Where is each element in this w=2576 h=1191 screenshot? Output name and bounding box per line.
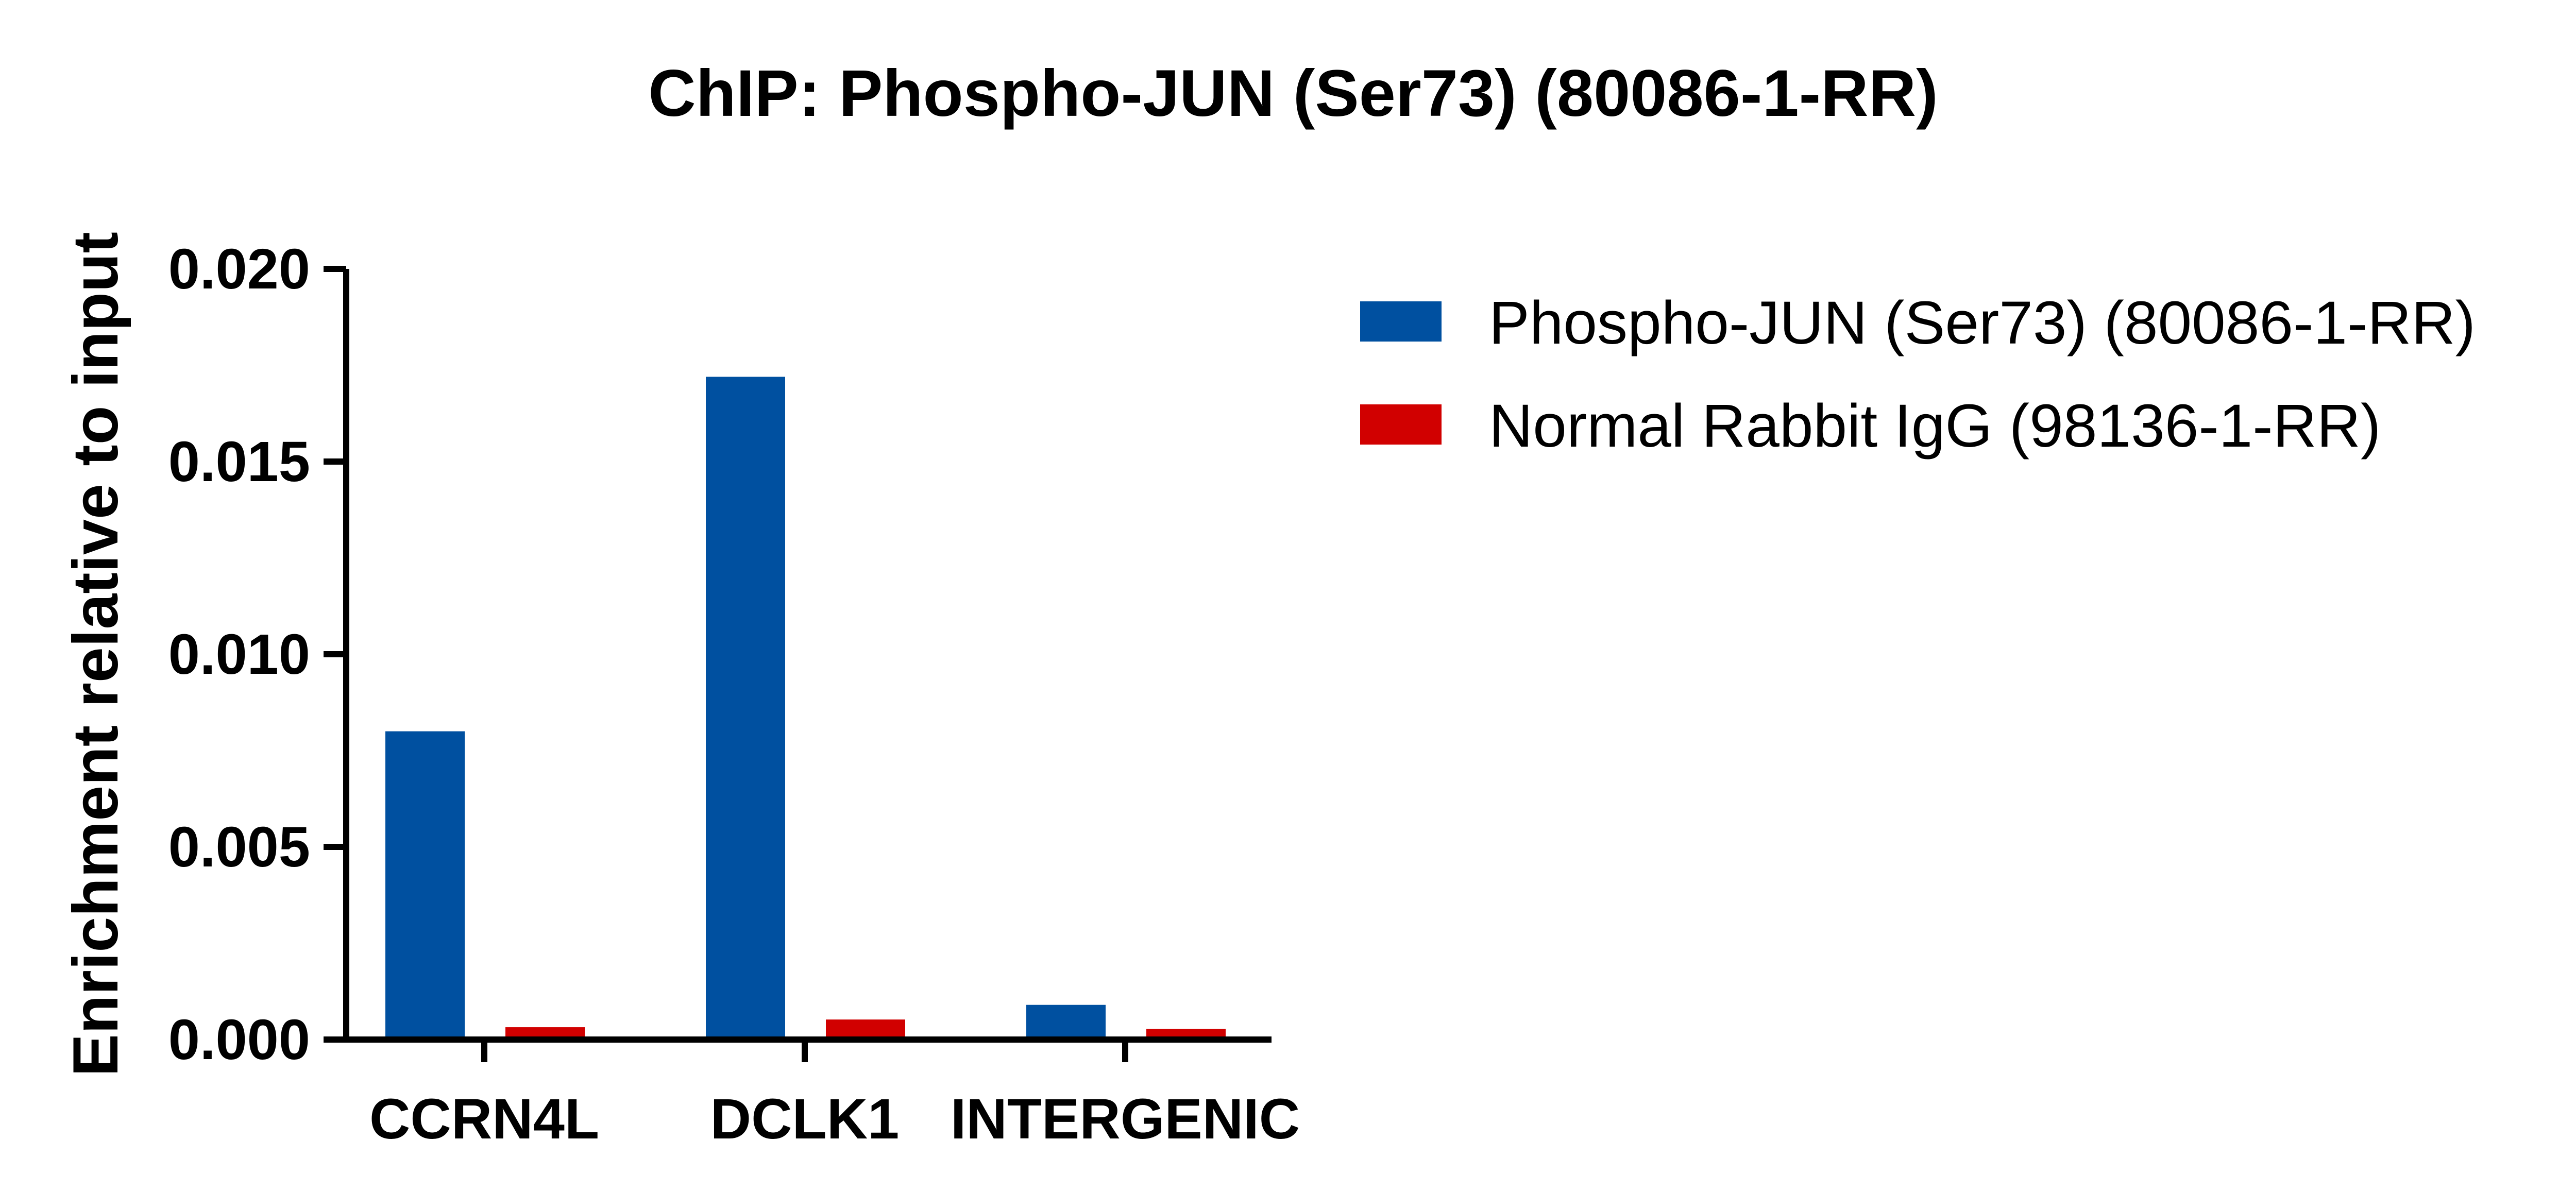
y-tick-label: 0.010 — [168, 623, 310, 686]
x-tick-label: DCLK1 — [710, 1087, 900, 1151]
y-tick-label: 0.000 — [168, 1008, 310, 1071]
bar — [385, 731, 465, 1036]
legend-label: Normal Rabbit IgG (98136-1-RR) — [1489, 392, 2381, 460]
bar — [706, 377, 785, 1037]
x-tick-label: CCRN4L — [369, 1087, 599, 1151]
legend-swatch — [1360, 404, 1442, 445]
legend: Phospho-JUN (Ser73) (80086-1-RR) Normal R… — [1360, 289, 2476, 460]
chart-title: ChIP: Phospho-JUN (Ser73) (80086-1-RR) — [648, 57, 1938, 130]
bar — [505, 1027, 585, 1036]
y-axis-label: Enrichment relative to input — [60, 232, 131, 1077]
legend-label: Phospho-JUN (Ser73) (80086-1-RR) — [1489, 289, 2476, 357]
axes: 0.000 0.005 0.010 0.015 0.020 CCRN4L DCLK1 INTE… — [168, 237, 1300, 1151]
y-tick-label: 0.020 — [168, 237, 310, 301]
bars — [385, 377, 1226, 1037]
bar — [826, 1019, 905, 1036]
bar — [1026, 1005, 1106, 1036]
x-tick-label: INTERGENIC — [951, 1087, 1300, 1151]
y-tick-label: 0.005 — [168, 815, 310, 879]
bar — [1146, 1029, 1226, 1036]
y-tick-label: 0.015 — [168, 430, 310, 494]
legend-swatch — [1360, 301, 1442, 342]
